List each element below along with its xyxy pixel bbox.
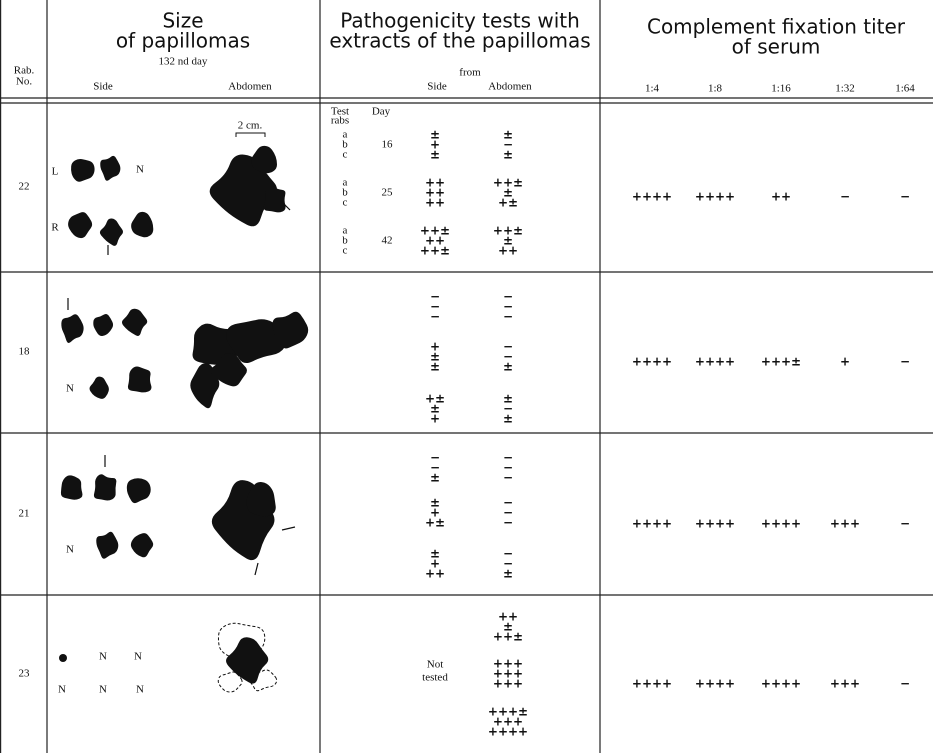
- table-text: 25: [382, 187, 394, 199]
- table-text: 132 nd day: [159, 56, 208, 68]
- table-text: of papillomas: [116, 29, 250, 53]
- table-text: ±: [430, 360, 440, 374]
- table-text: ++++: [761, 677, 801, 691]
- table-text: ++++: [632, 190, 672, 204]
- table-text: N: [136, 164, 144, 176]
- papilloma: [94, 474, 116, 500]
- table-text: ++: [498, 244, 518, 258]
- table-text: +++±: [761, 355, 801, 369]
- table-text: Not: [427, 659, 444, 671]
- table-text: ±: [503, 567, 513, 581]
- table-text: ++++: [488, 725, 528, 739]
- table-text: −: [503, 471, 513, 485]
- table-text: −: [503, 516, 513, 530]
- table-text: N: [99, 651, 107, 663]
- table-text: ++++: [695, 677, 735, 691]
- table-text: from: [459, 67, 481, 79]
- table-text: +±: [425, 516, 445, 530]
- table-text: ++: [425, 196, 445, 210]
- table-text: ++: [771, 190, 791, 204]
- table-text: ++++: [695, 517, 735, 531]
- table-text: 21: [19, 508, 30, 520]
- table-text: rabs: [331, 115, 349, 127]
- table-text: +++: [830, 517, 860, 531]
- table-text: ±: [430, 148, 440, 162]
- table-text: ++: [425, 567, 445, 581]
- table-text: −: [503, 310, 513, 324]
- table-text: 23: [19, 668, 31, 680]
- table-text: +: [430, 412, 440, 426]
- table-text: ++++: [761, 517, 801, 531]
- table-text: −: [900, 677, 910, 691]
- table-text: ++++: [632, 517, 672, 531]
- table-text: ++++: [632, 677, 672, 691]
- table-text: 2 cm.: [238, 120, 263, 132]
- table-text: extracts of the papillomas: [329, 29, 590, 53]
- table-text: ++++: [632, 355, 672, 369]
- table-text: ±: [503, 360, 513, 374]
- table-text: ++±: [420, 244, 450, 258]
- table-text: +±: [498, 196, 518, 210]
- table-text: ++++: [695, 355, 735, 369]
- table-text: Side: [427, 81, 447, 93]
- table-text: N: [66, 383, 74, 395]
- table-text: 22: [19, 181, 30, 193]
- table-text: −: [430, 310, 440, 324]
- table-text: L: [52, 166, 59, 178]
- papilloma: [264, 186, 286, 212]
- table-text: tested: [422, 672, 448, 684]
- table-text: Abdomen: [228, 81, 272, 93]
- table-text: N: [58, 684, 66, 696]
- table-text: ±: [503, 412, 513, 426]
- table-text: ±: [503, 148, 513, 162]
- table-text: c: [343, 149, 348, 161]
- table-text: ++±: [493, 630, 523, 644]
- table-text: −: [840, 190, 850, 204]
- table-text: ±: [430, 471, 440, 485]
- papilloma: [128, 366, 152, 392]
- table-text: Abdomen: [488, 81, 532, 93]
- table-text: N: [134, 651, 142, 663]
- table-text: −: [900, 190, 910, 204]
- table-text: No.: [16, 76, 32, 88]
- table-text: −: [900, 355, 910, 369]
- table-text: +: [840, 355, 850, 369]
- table-text: 18: [19, 346, 31, 358]
- table-text: N: [99, 684, 107, 696]
- papilloma: [59, 654, 67, 662]
- table-text: R: [51, 222, 59, 234]
- table-text: 42: [382, 235, 393, 247]
- table-text: c: [343, 197, 348, 209]
- table-text: +++: [830, 677, 860, 691]
- table-text: ++++: [695, 190, 735, 204]
- table-text: 1:64: [895, 83, 915, 95]
- table-figure: Rab.No.Sizeof papillomas132 nd daySideAb…: [0, 0, 933, 753]
- table-text: 1:16: [771, 83, 791, 95]
- table-text: 1:4: [645, 83, 660, 95]
- table-text: c: [343, 245, 348, 257]
- table-text: 1:32: [835, 83, 855, 95]
- table-text: Day: [372, 106, 391, 118]
- table-text: +++: [493, 677, 523, 691]
- table-text: of serum: [732, 35, 821, 59]
- table-text: 16: [382, 139, 394, 151]
- table-text: −: [900, 517, 910, 531]
- table-text: N: [136, 684, 144, 696]
- table-text: Side: [93, 81, 113, 93]
- table-text: 1:8: [708, 83, 723, 95]
- table-text: N: [66, 544, 74, 556]
